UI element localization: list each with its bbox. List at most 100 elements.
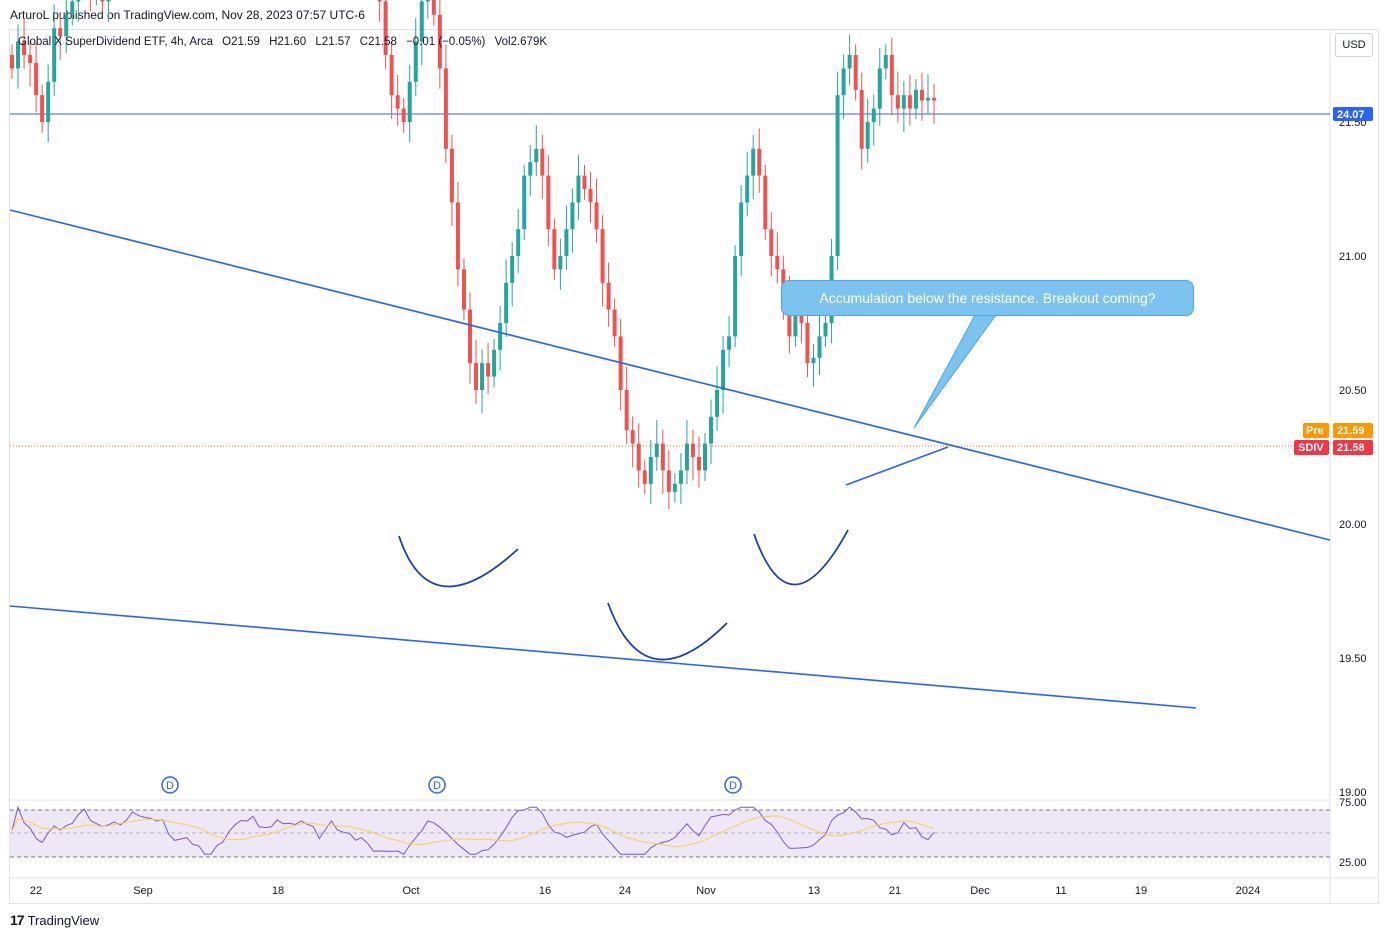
candle[interactable]	[467, 292, 472, 384]
candle[interactable]	[871, 94, 876, 146]
candle[interactable]	[546, 155, 551, 247]
candle[interactable]	[52, 4, 57, 96]
candle[interactable]	[913, 79, 918, 120]
candle[interactable]	[22, 18, 27, 69]
candle[interactable]	[552, 218, 557, 281]
candle[interactable]	[576, 155, 581, 220]
currency-button[interactable]: USD	[1335, 33, 1373, 57]
candle[interactable]	[709, 399, 714, 464]
candle[interactable]	[58, 14, 63, 60]
candle[interactable]	[612, 298, 617, 348]
candle[interactable]	[703, 432, 708, 482]
candle[interactable]	[34, 42, 39, 113]
candle[interactable]	[106, 0, 111, 22]
candle[interactable]	[100, 0, 105, 13]
candle[interactable]	[769, 212, 774, 277]
candle[interactable]	[739, 185, 744, 277]
candle[interactable]	[751, 134, 756, 200]
candle[interactable]	[10, 44, 14, 80]
candle[interactable]	[883, 44, 888, 80]
candle[interactable]	[407, 64, 412, 143]
candle[interactable]	[389, 41, 394, 119]
candle[interactable]	[516, 208, 521, 274]
candle[interactable]	[498, 305, 503, 371]
candle[interactable]	[570, 188, 575, 253]
candle[interactable]	[865, 98, 870, 163]
candle[interactable]	[895, 71, 900, 123]
candle[interactable]	[648, 439, 653, 505]
candle[interactable]	[88, 0, 92, 12]
candle[interactable]	[461, 258, 466, 321]
candle[interactable]	[901, 81, 906, 133]
candle[interactable]	[528, 145, 533, 196]
candle[interactable]	[841, 54, 846, 119]
candle[interactable]	[534, 125, 539, 177]
candle[interactable]	[889, 37, 894, 116]
candle[interactable]	[486, 342, 491, 394]
candle[interactable]	[925, 74, 930, 115]
candle[interactable]	[504, 259, 509, 337]
candle[interactable]	[642, 459, 647, 495]
candle[interactable]	[540, 134, 545, 200]
candle[interactable]	[16, 24, 21, 89]
candle[interactable]	[672, 473, 677, 503]
candle[interactable]	[558, 238, 563, 290]
candle[interactable]	[618, 319, 623, 411]
candle[interactable]	[733, 245, 738, 348]
candle[interactable]	[600, 215, 605, 307]
candle[interactable]	[564, 205, 569, 270]
candle[interactable]	[660, 429, 665, 494]
cup-left[interactable]	[398, 535, 519, 588]
candle[interactable]	[690, 429, 695, 481]
candle[interactable]	[94, 0, 98, 6]
candle[interactable]	[395, 74, 400, 126]
candle[interactable]	[510, 242, 515, 307]
candle[interactable]	[455, 182, 460, 287]
dividend-marker[interactable]: D	[428, 776, 446, 794]
cup-right[interactable]	[753, 529, 849, 586]
candle[interactable]	[413, 18, 418, 96]
candle[interactable]	[745, 152, 750, 217]
candle[interactable]	[492, 339, 497, 388]
cup-middle[interactable]	[607, 602, 728, 661]
annotation-callout[interactable]: Accumulation below the resistance. Break…	[781, 280, 1194, 316]
candle[interactable]	[684, 420, 689, 485]
candle[interactable]	[823, 312, 828, 348]
candle[interactable]	[835, 71, 840, 270]
support-trendline[interactable]	[9, 605, 1197, 709]
candle[interactable]	[721, 335, 726, 414]
candle[interactable]	[606, 262, 611, 327]
candle[interactable]	[907, 74, 912, 126]
resistance-trendline[interactable]	[9, 209, 1331, 541]
candle[interactable]	[624, 366, 629, 445]
candle[interactable]	[383, 0, 388, 69]
candle[interactable]	[775, 232, 780, 284]
candle[interactable]	[582, 164, 587, 200]
candle[interactable]	[763, 164, 768, 240]
candle[interactable]	[919, 72, 924, 121]
candle[interactable]	[449, 134, 454, 226]
candle[interactable]	[588, 171, 593, 223]
price-axis[interactable]: 19.0019.5020.0020.5021.0021.5022.0022.50…	[1339, 0, 1367, 799]
dividend-marker[interactable]: D	[724, 776, 742, 794]
candle[interactable]	[522, 164, 527, 240]
candle[interactable]	[859, 72, 864, 170]
triangle-lower-line[interactable]	[845, 446, 949, 486]
candle[interactable]	[678, 453, 683, 505]
candle[interactable]	[419, 0, 424, 66]
candle[interactable]	[847, 34, 852, 86]
candle[interactable]	[28, 41, 33, 87]
candle[interactable]	[46, 64, 51, 143]
candle[interactable]	[727, 316, 732, 367]
candle[interactable]	[715, 366, 720, 431]
candle[interactable]	[40, 84, 45, 133]
candle[interactable]	[636, 423, 641, 488]
candlestick-series[interactable]	[10, 0, 936, 509]
candle[interactable]	[474, 339, 479, 404]
candle[interactable]	[425, 0, 430, 19]
dividend-marker[interactable]: D	[161, 776, 179, 794]
candle[interactable]	[932, 83, 936, 125]
candle[interactable]	[853, 44, 858, 101]
